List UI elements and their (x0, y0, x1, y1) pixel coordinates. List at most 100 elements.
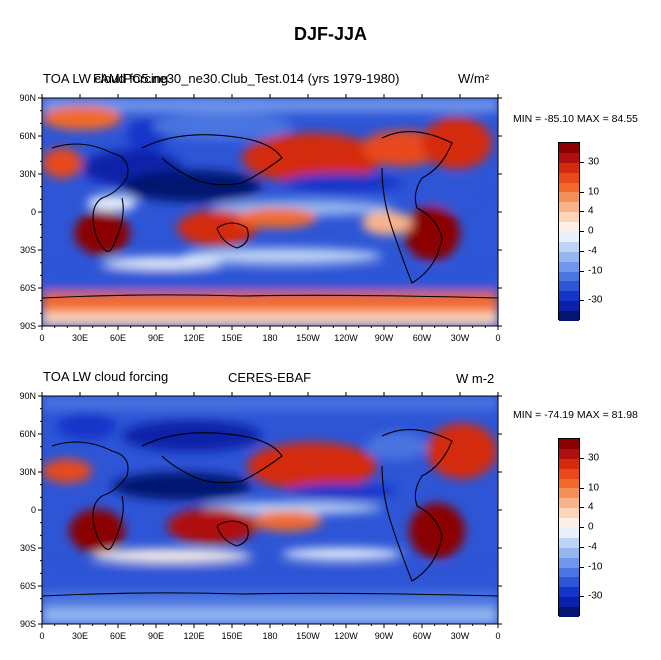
bottom-panel-units: W m-2 (456, 371, 495, 386)
top-lon-label: 60E (110, 333, 126, 343)
bottom-colorbar-segment (559, 448, 579, 459)
top-lat-label: 30S (20, 245, 36, 255)
bottom-colorbar-label: 30 (588, 452, 600, 464)
bottom-lat-label: 60N (19, 429, 36, 439)
bottom-map-field (42, 396, 498, 624)
top-map-field (42, 98, 498, 326)
bottom-colorbar-label: 4 (588, 501, 594, 513)
top-colorbar-segment (559, 291, 579, 302)
bottom-colorbar-segment (559, 557, 579, 568)
bottom-map (42, 396, 498, 624)
bottom-lon-label: 120E (183, 631, 204, 641)
bottom-colorbar-segment (559, 439, 579, 449)
bottom-lon-label: 0 (39, 631, 44, 641)
bottom-lon-label: 60W (413, 631, 432, 641)
top-colorbar-tick (580, 161, 584, 163)
top-colorbar-tick (580, 231, 584, 233)
top-lat-label: 60S (20, 283, 36, 293)
top-panel-center-label: FAMIPC5.ne30_ne30.Club_Test.014 (yrs 197… (93, 71, 400, 86)
top-lon-label: 90E (148, 333, 164, 343)
top-lon-label: 120E (183, 333, 204, 343)
bottom-lon-label: 90E (148, 631, 164, 641)
top-colorbar-segment (559, 182, 579, 193)
top-colorbar-tick (580, 250, 584, 252)
top-lon-label: 120W (334, 333, 358, 343)
top-lat-label: 30N (19, 169, 36, 179)
bottom-colorbar-label: 0 (588, 521, 594, 533)
top-colorbar-label: 0 (588, 225, 594, 237)
bottom-colorbar-segment (559, 528, 579, 538)
top-panel-left-label: TOA LW cloud forcing (43, 71, 169, 86)
bottom-colorbar-tick (580, 507, 584, 509)
bottom-panel-left-label: TOA LW cloud forcing (43, 369, 169, 384)
top-map (42, 98, 498, 326)
top-lat-label: 90S (20, 321, 36, 331)
bottom-panel-center-label: CERES-EBAF (228, 370, 312, 385)
bottom-colorbar-swatches (558, 438, 580, 618)
bottom-lon-label: 0 (495, 631, 500, 641)
top-colorbar-segment (559, 202, 579, 213)
bottom-colorbar-segment (559, 458, 579, 469)
top-colorbar-tick (580, 191, 584, 193)
bottom-colorbar-segment (559, 547, 579, 558)
top-colorbar-label: -10 (588, 265, 603, 277)
top-panel-minmax: MIN = -85.10 MAX = 84.55 (513, 113, 638, 125)
top-colorbar-segment (559, 172, 579, 183)
bottom-colorbar-segment (559, 498, 579, 509)
top-lon-label: 0 (495, 333, 500, 343)
bottom-colorbar-tick (580, 546, 584, 548)
top-colorbar-label: 4 (588, 205, 594, 217)
bottom-lat-label: 60S (20, 581, 36, 591)
bottom-colorbar-segment (559, 587, 579, 598)
bottom-colorbar-tick (580, 566, 584, 568)
top-colorbar-label: -30 (588, 294, 603, 306)
bottom-lat-label: 0 (31, 505, 36, 515)
top-colorbar-segment (559, 251, 579, 262)
top-colorbar-segment (559, 212, 579, 223)
top-lon-label: 60W (413, 333, 432, 343)
bottom-colorbar-segment (559, 488, 579, 499)
bottom-colorbar-segment (559, 537, 579, 548)
top-colorbar-segment (559, 281, 579, 292)
top-lat-label: 0 (31, 207, 36, 217)
bottom-colorbar-segment (559, 577, 579, 588)
top-lat-label: 90N (19, 93, 36, 103)
top-lat-label: 60N (19, 131, 36, 141)
top-colorbar-tick (580, 270, 584, 272)
top-colorbar-segment (559, 143, 579, 153)
top-lon-label: 150W (296, 333, 320, 343)
bottom-lat-label: 30S (20, 543, 36, 553)
top-panel-units: W/m² (458, 71, 490, 86)
top-colorbar-segment (559, 232, 579, 242)
figure-title: DJF-JJA (293, 24, 368, 44)
top-colorbar-segment (559, 311, 579, 322)
bottom-lon-label: 60E (110, 631, 126, 641)
bottom-lon-label: 30W (451, 631, 470, 641)
top-lon-label: 150E (221, 333, 242, 343)
top-colorbar-tick (580, 211, 584, 213)
bottom-colorbar-label: -10 (588, 561, 603, 573)
bottom-lon-label: 90W (375, 631, 394, 641)
top-colorbar-segment (559, 162, 579, 173)
bottom-colorbar-tick (580, 596, 584, 598)
bottom-colorbar-segment (559, 478, 579, 489)
top-colorbar-segment (559, 222, 579, 233)
bottom-colorbar-segment (559, 597, 579, 608)
top-colorbar-segment (559, 271, 579, 282)
bottom-lon-label: 120W (334, 631, 358, 641)
bottom-colorbar-segment (559, 607, 579, 618)
bottom-lon-label: 150E (221, 631, 242, 641)
top-colorbar-label: 30 (588, 156, 600, 168)
bottom-colorbar-segment (559, 468, 579, 479)
top-colorbar-swatches (558, 142, 580, 322)
top-lon-label: 30W (451, 333, 470, 343)
top-lon-label: 0 (39, 333, 44, 343)
bottom-lat-label: 30N (19, 467, 36, 477)
bottom-colorbar-tick (580, 527, 584, 529)
bottom-colorbar-segment (559, 567, 579, 578)
bottom-colorbar-segment (559, 518, 579, 529)
top-colorbar-segment (559, 261, 579, 272)
bottom-lon-label: 30E (72, 631, 88, 641)
bottom-colorbar-segment (559, 508, 579, 519)
top-colorbar-segment (559, 301, 579, 312)
